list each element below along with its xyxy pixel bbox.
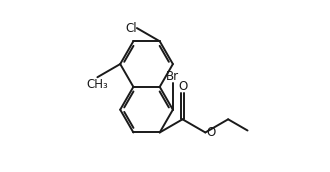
Text: CH₃: CH₃ — [86, 78, 108, 91]
Text: Br: Br — [166, 70, 180, 83]
Text: O: O — [206, 126, 215, 139]
Text: O: O — [178, 80, 187, 93]
Text: Cl: Cl — [125, 22, 137, 35]
